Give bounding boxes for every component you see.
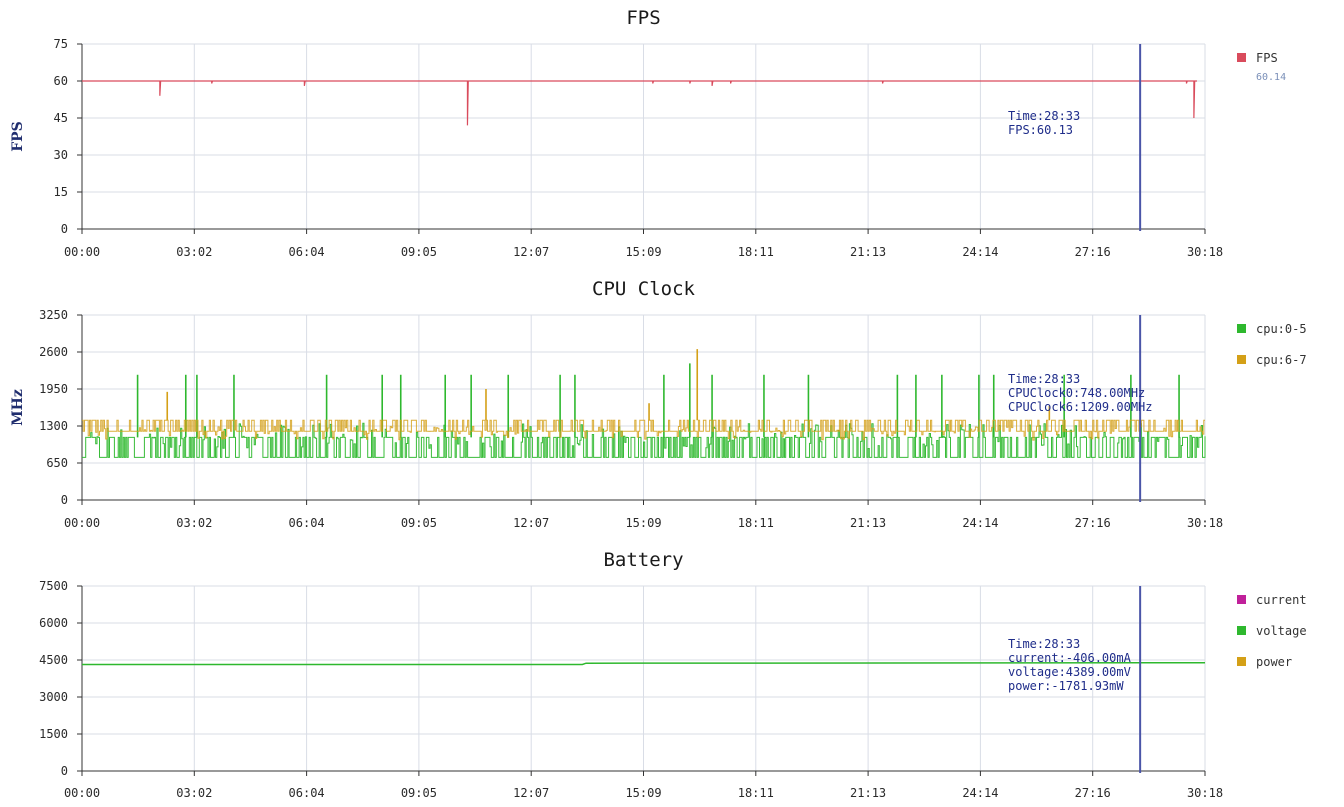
x-tick-label: 09:05 [401,245,437,259]
y-tick-label: 75 [54,37,68,51]
legend-swatch [1237,657,1246,666]
x-tick-label: 09:05 [401,786,437,800]
x-tick-label: 30:18 [1187,786,1223,800]
x-tick-label: 06:04 [289,786,325,800]
series-line-cpu-6-7 [82,419,1205,441]
x-tick-label: 03:02 [176,516,212,530]
y-tick-label: 1500 [39,727,68,741]
series-line-fps [82,80,1197,126]
x-tick-label: 00:00 [64,786,100,800]
x-tick-label: 21:13 [850,245,886,259]
chart-panel-3: Battery 00:00 03:02 06:04 09:05 12:07 15:09 18:… [39,549,1306,800]
cursor-tooltip-line: CPUClock0:748.00MHz [1008,386,1145,400]
legend-swatch [1237,355,1246,364]
legend-swatch [1237,324,1246,333]
x-tick-label: 00:00 [64,245,100,259]
x-tick-label: 15:09 [625,245,661,259]
x-tick-label: 27:16 [1075,516,1111,530]
legend-label: cpu:6-7 [1256,353,1307,367]
x-tick-label: 03:02 [176,786,212,800]
chart-title: CPU Clock [592,278,696,300]
x-tick-label: 12:07 [513,245,549,259]
x-tick-label: 03:02 [176,245,212,259]
y-axis-label: FPS [10,121,26,152]
x-tick-label: 15:09 [625,786,661,800]
x-tick-label: 12:07 [513,786,549,800]
cursor-tooltip-line: current:-406.00mA [1008,651,1132,665]
cursor-tooltip-line: power:-1781.93mW [1008,679,1124,693]
legend-swatch [1237,595,1246,604]
y-tick-label: 15 [54,185,68,199]
y-tick-label: 650 [46,456,68,470]
x-tick-label: 21:13 [850,516,886,530]
legend-label: power [1256,655,1292,669]
legend-label: FPS [1256,51,1278,65]
cursor-tooltip-line: CPUClock6:1209.00MHz [1008,400,1153,414]
x-tick-label: 21:13 [850,786,886,800]
x-tick-label: 12:07 [513,516,549,530]
x-tick-label: 18:11 [738,516,774,530]
legend-value: 60.14 [1256,72,1286,83]
y-tick-label: 0 [61,764,68,778]
y-tick-label: 30 [54,148,68,162]
x-tick-label: 24:14 [962,786,998,800]
cursor-tooltip-line: voltage:4389.00mV [1008,665,1131,679]
y-tick-label: 3250 [39,308,68,322]
x-tick-label: 24:14 [962,516,998,530]
y-tick-label: 60 [54,74,68,88]
legend-label: voltage [1256,624,1307,638]
x-tick-label: 18:11 [738,786,774,800]
legend-swatch [1237,53,1246,62]
y-tick-label: 4500 [39,653,68,667]
cursor-tooltip-line: Time:28:33 [1008,372,1080,386]
x-tick-label: 00:00 [64,516,100,530]
cursor-tooltip-line: Time:28:33 [1008,637,1080,651]
x-tick-label: 15:09 [625,516,661,530]
legend-label: cpu:0-5 [1256,322,1307,336]
y-tick-label: 2600 [39,345,68,359]
x-tick-label: 24:14 [962,245,998,259]
chart-title: FPS [626,7,660,29]
chart-panel-2: CPU Clock 00:00 03:02 06:04 09:05 12:07 15:09 1… [10,278,1307,530]
chart-panel-1: FPS 00:00 03:02 06:04 09:05 12:07 15:09 18:11 21… [10,7,1286,259]
legend-label: current [1256,593,1307,607]
legend-swatch [1237,626,1246,635]
series-line-cpu-0-5 [82,422,1206,458]
y-tick-label: 7500 [39,579,68,593]
x-tick-label: 09:05 [401,516,437,530]
x-tick-label: 06:04 [289,245,325,259]
x-tick-label: 27:16 [1075,786,1111,800]
x-tick-label: 27:16 [1075,245,1111,259]
y-tick-label: 0 [61,222,68,236]
cursor-tooltip-line: Time:28:33 [1008,109,1080,123]
y-tick-label: 45 [54,111,68,125]
x-tick-label: 06:04 [289,516,325,530]
series-line-voltage [82,661,1206,666]
x-tick-label: 30:18 [1187,245,1223,259]
cursor-tooltip-line: FPS:60.13 [1008,123,1073,137]
y-tick-label: 6000 [39,616,68,630]
y-tick-label: 1300 [39,419,68,433]
y-tick-label: 3000 [39,690,68,704]
y-tick-label: 0 [61,493,68,507]
y-axis-label: MHz [10,389,26,426]
x-tick-label: 18:11 [738,245,774,259]
chart-title: Battery [603,549,683,571]
y-tick-label: 1950 [39,382,68,396]
x-tick-label: 30:18 [1187,516,1223,530]
